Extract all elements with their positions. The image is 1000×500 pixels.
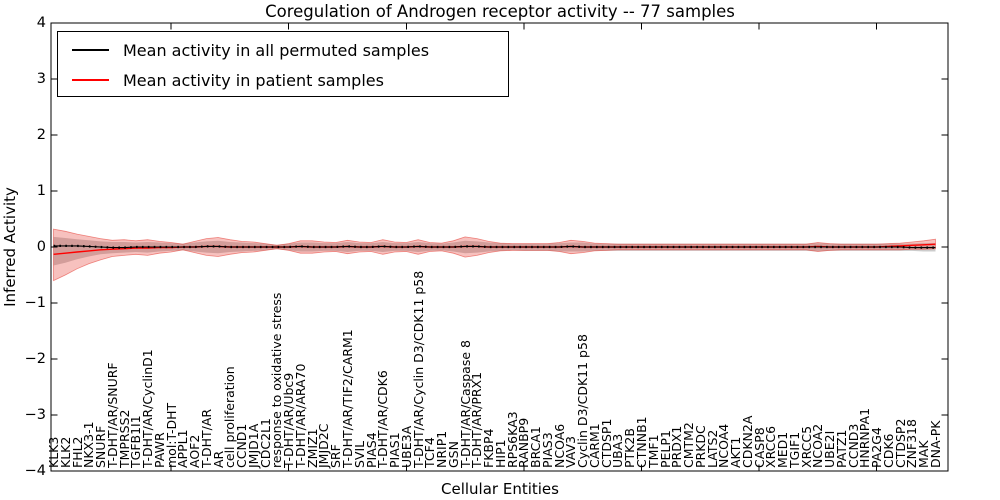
axis-ticks	[51, 22, 948, 472]
y-tick-label: −2	[24, 351, 46, 367]
y-axis-label: Inferred Activity	[1, 187, 19, 307]
y-tick-label: 1	[36, 183, 46, 199]
permuted-line-swatch-icon	[72, 49, 109, 51]
y-tick-label: −1	[24, 295, 46, 311]
y-tick-label: 4	[36, 15, 46, 31]
y-tick-label: −3	[24, 407, 46, 423]
entity-label: DNA-PK	[928, 420, 943, 469]
y-tick-label: 3	[36, 71, 46, 87]
legend-entry-permuted: Mean activity in all permuted samples	[58, 39, 429, 61]
y-tick-label: 0	[36, 239, 46, 255]
legend-entry-patient: Mean activity in patient samples	[58, 69, 384, 91]
patient-envelope-band	[53, 228, 936, 282]
y-tick-label: −4	[24, 463, 46, 479]
x-axis-label: Cellular Entities	[441, 480, 559, 498]
y-tick-label: 2	[36, 127, 46, 143]
permuted-mean-line	[53, 245, 936, 249]
legend: Mean activity in all permuted samples Me…	[57, 31, 509, 97]
legend-label-patient: Mean activity in patient samples	[123, 70, 384, 90]
chart-title: Coregulation of Androgen receptor activi…	[265, 2, 735, 21]
legend-label-permuted: Mean activity in all permuted samples	[123, 40, 430, 60]
patient-line-swatch-icon	[72, 79, 109, 81]
